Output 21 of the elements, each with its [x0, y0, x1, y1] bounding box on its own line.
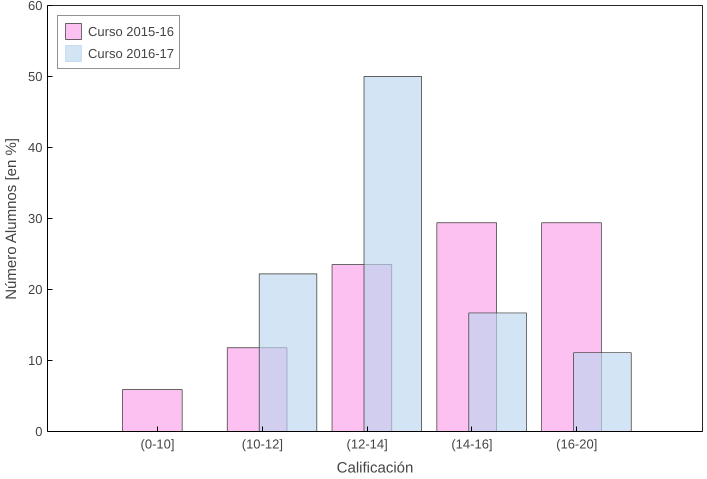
- y-tick-label: 40: [28, 140, 43, 155]
- y-tick-label: 10: [28, 353, 43, 368]
- y-tick-label: 30: [28, 211, 43, 226]
- y-tick-label: 60: [28, 0, 43, 13]
- x-tick-label: (0-10]: [140, 436, 175, 452]
- bar: [122, 389, 183, 432]
- legend-label: Curso 2016-17: [88, 46, 174, 60]
- bar: [573, 352, 632, 432]
- x-axis-title: Calificación: [336, 460, 414, 476]
- bar: [364, 76, 422, 432]
- legend-label: Curso 2015-16: [88, 24, 174, 38]
- bar: [468, 312, 527, 432]
- y-tick-label: 20: [28, 282, 43, 297]
- y-axis-title: Número Alumnos [en %]: [3, 138, 20, 300]
- x-tick-label: (16-20]: [556, 436, 598, 452]
- y-tick-label: 50: [28, 69, 43, 84]
- x-tick-label: (14-16]: [451, 436, 493, 452]
- x-tick-label: (10-12]: [242, 436, 283, 452]
- x-tick-label: (12-14]: [346, 436, 388, 452]
- y-tick-label: 0: [35, 424, 43, 439]
- bar: [258, 274, 318, 432]
